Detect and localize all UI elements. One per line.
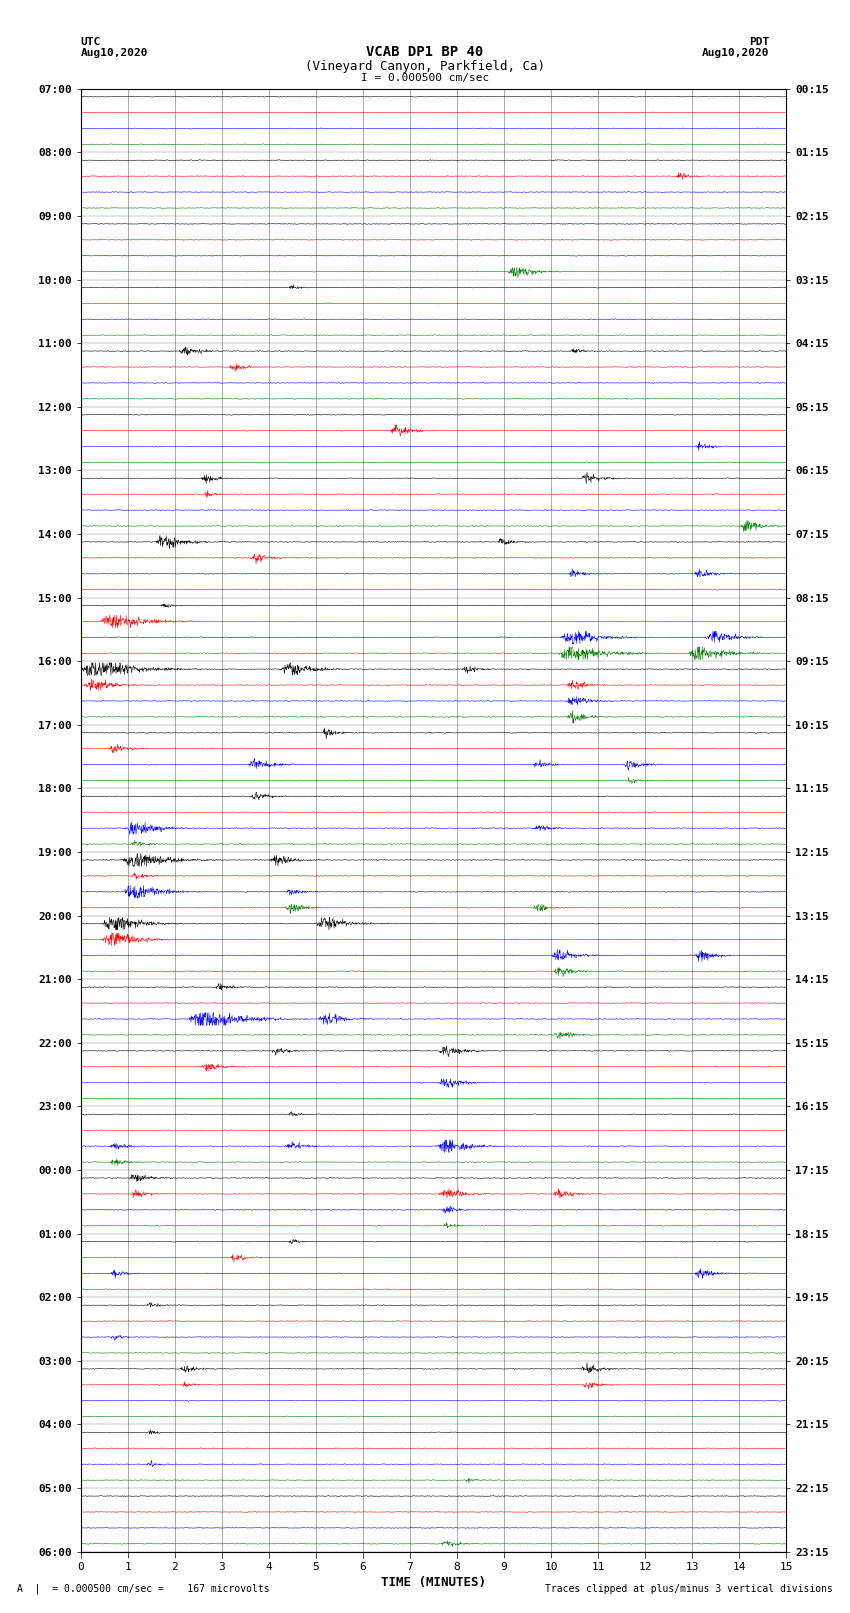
Text: Aug10,2020: Aug10,2020	[81, 48, 148, 58]
Text: A  |  = 0.000500 cm/sec =    167 microvolts: A | = 0.000500 cm/sec = 167 microvolts	[17, 1582, 269, 1594]
Text: (Vineyard Canyon, Parkfield, Ca): (Vineyard Canyon, Parkfield, Ca)	[305, 60, 545, 73]
Text: Traces clipped at plus/minus 3 vertical divisions: Traces clipped at plus/minus 3 vertical …	[545, 1584, 833, 1594]
Text: VCAB DP1 BP 40: VCAB DP1 BP 40	[366, 45, 484, 60]
Text: PDT: PDT	[749, 37, 769, 47]
Text: Aug10,2020: Aug10,2020	[702, 48, 769, 58]
X-axis label: TIME (MINUTES): TIME (MINUTES)	[381, 1576, 486, 1589]
Text: UTC: UTC	[81, 37, 101, 47]
Text: I = 0.000500 cm/sec: I = 0.000500 cm/sec	[361, 73, 489, 82]
